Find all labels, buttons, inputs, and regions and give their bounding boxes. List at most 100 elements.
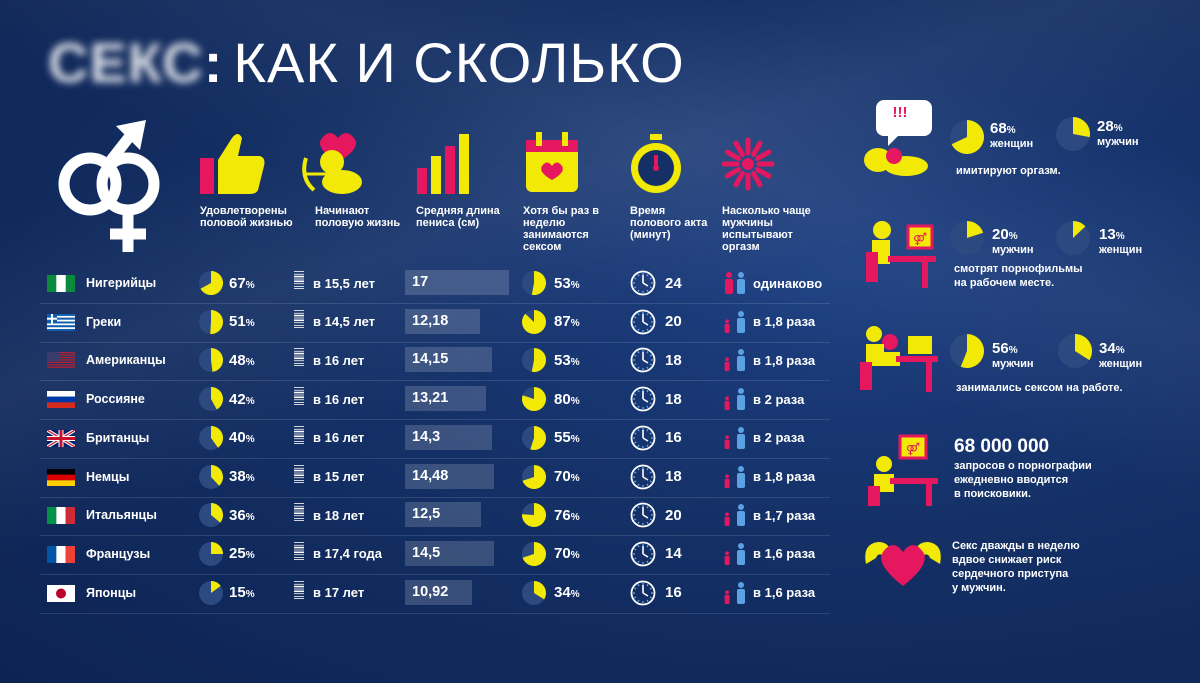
firework-ray — [724, 149, 741, 161]
pie-porn-men — [950, 221, 984, 255]
flag-russia-icon — [47, 391, 75, 409]
pct-sign: % — [245, 589, 255, 601]
length-bar — [405, 579, 472, 605]
weekly-cell: 70% — [522, 539, 580, 569]
weekly-cell: 34% — [522, 578, 580, 608]
heart-text-line4: у мужчин. — [952, 582, 1006, 594]
ratio-value: в 1,6 раза — [753, 585, 816, 601]
pct-sign: % — [245, 473, 255, 484]
fake-men-stat: 28% мужчин — [1097, 118, 1139, 148]
flag-greece-icon — [47, 313, 75, 331]
svg-text:⚤: ⚤ — [906, 442, 920, 456]
start-age: в 15 лет — [313, 469, 365, 484]
pct-sign: % — [245, 318, 255, 330]
pct-sign: % — [570, 318, 580, 330]
table-row: Британцы 40% в 16 лет 14,3 55% 16 в 2 раза — [40, 423, 830, 459]
row-divider — [40, 303, 830, 304]
length-bar — [405, 540, 494, 566]
weekly-cell: 70% — [522, 462, 580, 492]
satisfied-pie — [199, 387, 223, 412]
satisfied-value: 38 — [229, 468, 246, 485]
time-cell: 20 — [630, 307, 682, 337]
start-age: в 17 лет — [313, 585, 365, 601]
satisfied-cell: 51% — [199, 307, 255, 337]
queries-text-line2: ежедневно вводится — [954, 474, 1069, 486]
orgasm-ratio-cell: в 1,6 раза — [722, 539, 815, 569]
firework-ray — [724, 167, 741, 179]
weekly-pct: 70% — [554, 545, 580, 562]
row-divider — [40, 496, 830, 498]
minutes-value: 14 — [665, 545, 682, 563]
weekly-pie — [522, 348, 546, 373]
flag-nigeria-icon — [47, 275, 75, 292]
satisfied-pie — [199, 348, 223, 373]
satisfied-pct: 15% — [229, 584, 255, 601]
satisfied-cell: 36% — [199, 500, 255, 530]
svg-text:⚤: ⚤ — [913, 232, 927, 246]
firework-ray — [755, 167, 772, 179]
weekly-pie — [522, 541, 546, 566]
country-name: Россияне — [86, 392, 145, 407]
length-value: 10,92 — [412, 583, 449, 600]
fake-text: имитируют оргазм. — [956, 165, 1061, 177]
ratio-value: в 2 раза — [753, 430, 805, 446]
ratio-value: в 1,8 раза — [753, 469, 816, 484]
orgasm-ratio-cell: в 1,8 раза — [722, 307, 815, 337]
table-row: Немцы 38% в 15 лет 14,48 70% 18 в 1,8 раза — [40, 462, 830, 498]
firework-ray — [733, 140, 745, 157]
satisfied-pct: 40% — [229, 429, 255, 446]
fake-men-pct: 28 — [1097, 118, 1114, 135]
orgasm-ratio-cell: в 1,8 раза — [722, 462, 815, 492]
queries-number: 68 000 000 — [954, 436, 1050, 457]
barcode-icon — [294, 309, 304, 328]
clock-icon — [630, 309, 656, 335]
heart-text: Секс дважды в неделю вдвое снижает риск … — [952, 539, 1080, 595]
weekly-pct: 80% — [554, 391, 580, 408]
pct-sign: % — [1113, 123, 1123, 134]
queries-text-line1: запросов о порнографии — [954, 460, 1092, 472]
barcode-icon — [294, 464, 304, 483]
clock-icon — [630, 464, 656, 489]
country-name: Итальянцы — [86, 508, 157, 523]
satisfied-value: 48 — [229, 351, 246, 369]
length-bar — [405, 347, 492, 373]
porn-men-stat: 20% мужчин — [992, 226, 1034, 256]
porn-text-line1: смотрят порнофильмы — [954, 263, 1083, 275]
minutes-value: 18 — [665, 351, 682, 369]
pie-slice — [200, 271, 223, 295]
queries-text-line3: в поисковики. — [954, 488, 1031, 500]
weekly-pct: 53% — [554, 275, 580, 292]
weekly-pct: 55% — [554, 429, 580, 446]
start-age: в 14,5 лет — [313, 314, 376, 330]
man-woman-icon — [724, 388, 745, 411]
length-value: 14,48 — [412, 467, 449, 484]
minutes-value: 20 — [665, 506, 682, 524]
pie-slice — [211, 541, 223, 554]
pct-sign: % — [1115, 231, 1125, 242]
table-row: Французы 25% в 17,4 года 14,5 70% 14 в 1,6 раз… — [40, 539, 830, 575]
porn-text: смотрят порнофильмы на рабочем месте. — [954, 262, 1083, 290]
time-cell: 18 — [630, 384, 682, 414]
weekly-value: 55 — [554, 429, 571, 447]
pie-slice — [1075, 334, 1092, 361]
weekly-cell: 53% — [522, 268, 580, 298]
satisfied-pct: 42% — [229, 391, 255, 408]
weekly-value: 53 — [554, 274, 571, 292]
pie-slice — [211, 425, 223, 448]
weekly-value: 70 — [554, 545, 571, 563]
col-label-length: Средняя длина пениса (см) — [416, 205, 500, 229]
orgasm-ratio-cell: одинаково — [722, 268, 822, 298]
pct-sign: % — [1006, 125, 1016, 136]
satisfied-cell: 25% — [199, 539, 255, 569]
pie-slice — [522, 541, 546, 566]
orgasm-ratio-cell: в 2 раза — [722, 384, 804, 414]
satisfied-pie — [199, 464, 223, 489]
ratio-value: в 2 раза — [753, 391, 805, 407]
heart-text-line1: Секс дважды в неделю — [952, 540, 1080, 552]
pct-sign: % — [245, 395, 255, 407]
clock-icon — [630, 347, 656, 373]
minutes-value: 18 — [665, 468, 682, 485]
barcode-icon — [294, 425, 304, 444]
table-row: Американцы 48% в 16 лет 14,15 53% 18 в 1,8 раз… — [40, 345, 830, 382]
pie-slice — [211, 464, 223, 486]
